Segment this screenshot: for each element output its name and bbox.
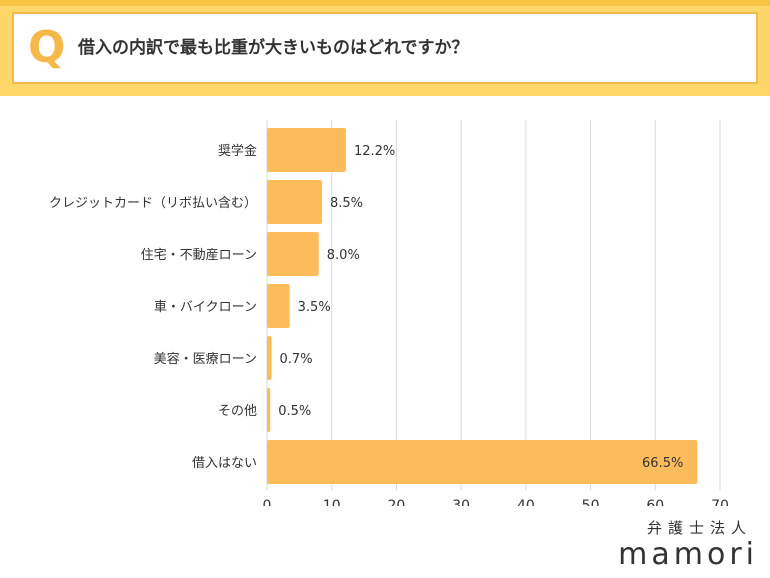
data-label: 0.5%	[278, 404, 311, 419]
bar	[267, 128, 346, 172]
x-tick-label: 40	[517, 498, 535, 506]
data-label: 8.5%	[330, 196, 363, 211]
brand-subtitle: 弁護士法人	[646, 519, 752, 537]
x-tick-label: 10	[323, 498, 341, 506]
data-label: 8.0%	[327, 248, 360, 263]
header-banner: Q 借入の内訳で最も比重が大きいものはどれですか？	[0, 0, 770, 96]
question-title: 借入の内訳で最も比重が大きいものはどれですか？	[78, 38, 469, 58]
data-labels: 12.2% 8.5% 8.0% 3.5% 0.7% 0.5% 66.5%	[278, 144, 683, 471]
brand-logo: 弁護士法人 mamori	[618, 517, 758, 572]
bar	[267, 284, 290, 328]
x-tick-label: 0	[263, 498, 272, 506]
bars	[267, 128, 698, 484]
category-label: その他	[218, 404, 257, 419]
bar	[267, 336, 272, 380]
category-label: 奨学金	[218, 143, 257, 159]
data-label: 66.5%	[642, 456, 683, 471]
category-label: 車・バイクローン	[154, 300, 257, 315]
data-label: 3.5%	[298, 300, 331, 315]
category-label: 住宅・不動産ローン	[141, 247, 257, 263]
x-tick-label: 30	[452, 498, 470, 506]
x-tick-label: 20	[388, 498, 406, 506]
bar	[267, 232, 319, 276]
banner-stripe	[0, 0, 770, 6]
bar	[267, 180, 323, 224]
x-tick-label: 70	[711, 498, 729, 506]
data-label: 12.2%	[354, 144, 395, 159]
bar	[267, 388, 271, 432]
x-tick-label: 60	[646, 498, 664, 506]
question-box: Q 借入の内訳で最も比重が大きいものはどれですか？	[12, 12, 758, 84]
category-label: 借入はない	[192, 456, 257, 471]
grid-lines	[266, 120, 721, 490]
brand-name-text: mamori	[618, 537, 758, 572]
x-tick-label: 50	[582, 498, 600, 506]
category-label: クレジットカード（リボ払い含む）	[49, 195, 257, 211]
brand-name: mamori	[618, 538, 758, 572]
category-label: 美容・医療ローン	[154, 351, 257, 367]
data-label: 0.7%	[280, 352, 313, 367]
x-axis-ticks: 0 10 20 30 40 50 60 70	[263, 498, 729, 506]
bar	[267, 440, 698, 484]
q-mark: Q	[28, 22, 66, 73]
